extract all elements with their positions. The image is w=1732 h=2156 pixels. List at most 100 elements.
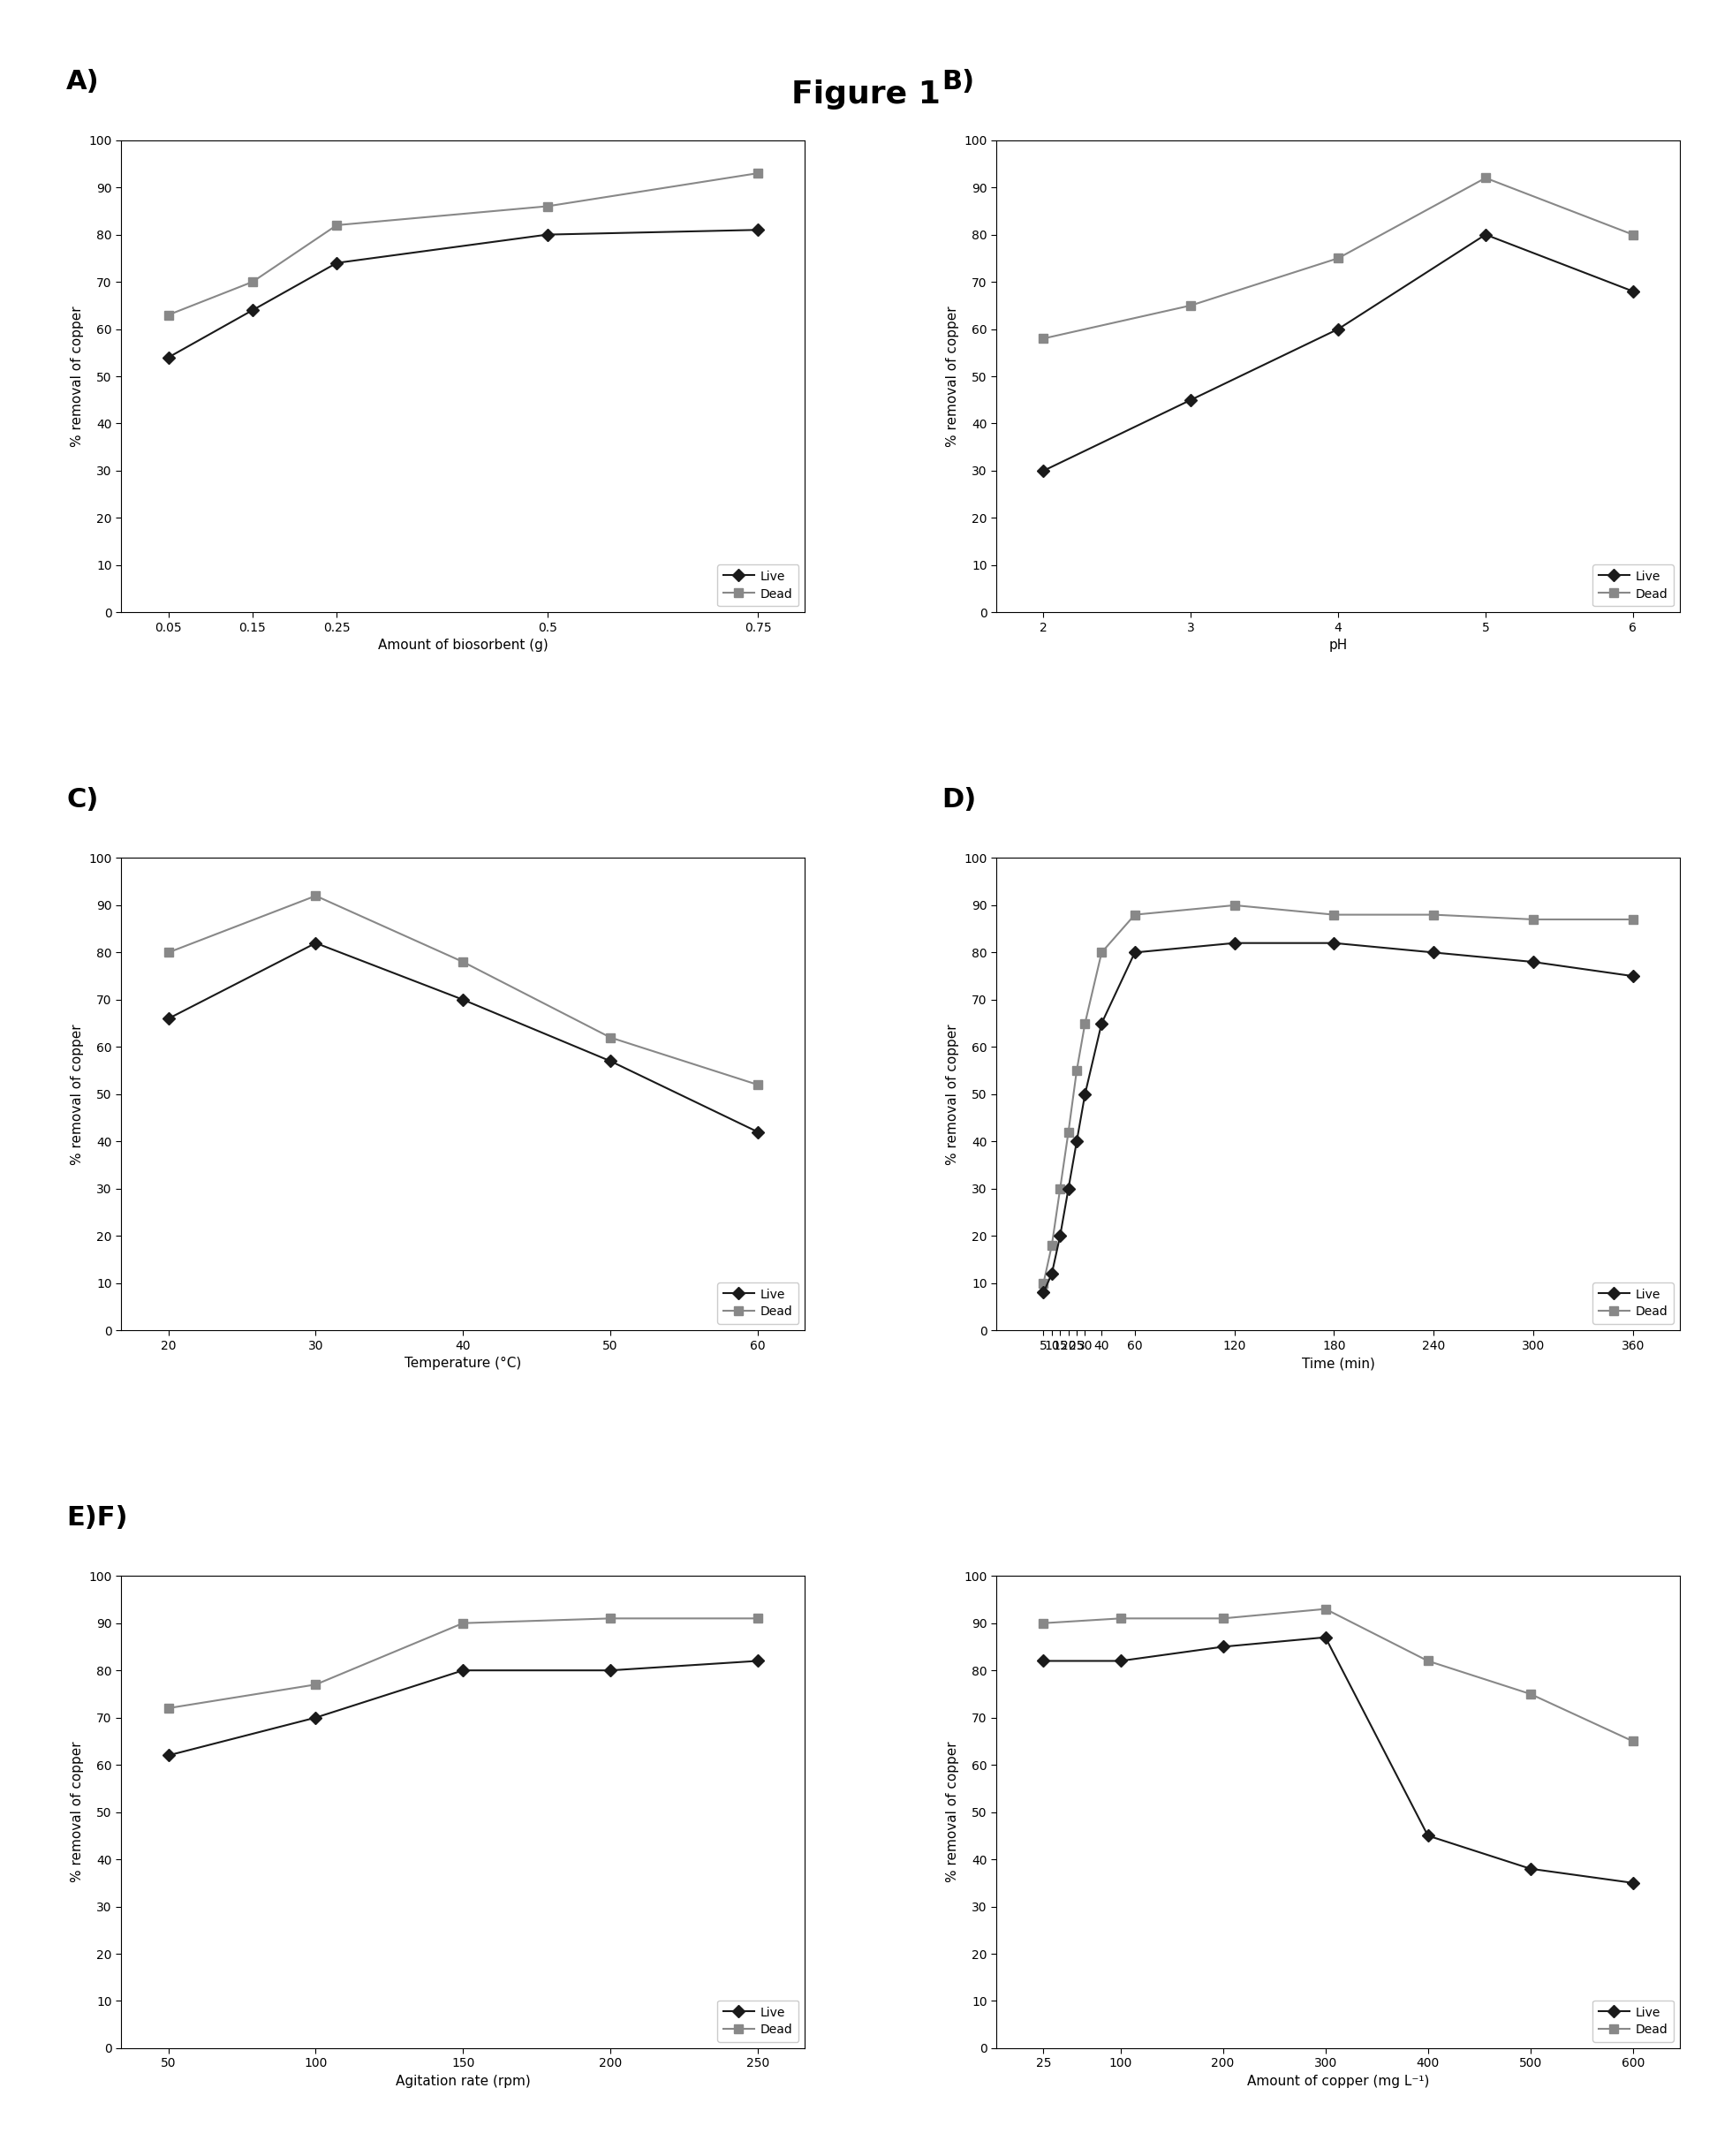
Dead [242, 270, 263, 295]
Dead [1124, 901, 1145, 927]
Live [1050, 1222, 1070, 1248]
Live [1522, 949, 1543, 975]
Dead [1032, 1270, 1053, 1296]
Dead [1522, 906, 1543, 931]
Live [1476, 222, 1496, 248]
Live [1074, 1082, 1095, 1108]
Live [537, 222, 558, 248]
Dead [1091, 940, 1112, 966]
X-axis label: pH: pH [1328, 638, 1347, 651]
Line: Live: Live [1039, 231, 1637, 474]
Live [1623, 964, 1644, 990]
Text: Figure 1: Figure 1 [792, 80, 940, 110]
Dead [748, 1072, 769, 1097]
Text: C): C) [66, 787, 99, 813]
Line: Dead: Dead [165, 1615, 762, 1712]
Legend: Live, Dead: Live, Dead [1592, 1283, 1673, 1324]
Live [1315, 1623, 1335, 1649]
Live [158, 1742, 178, 1768]
Live [1417, 1822, 1438, 1848]
Dead [599, 1024, 620, 1050]
Dead [1032, 326, 1053, 351]
Y-axis label: % removal of copper: % removal of copper [71, 1742, 83, 1882]
Legend: Live, Dead: Live, Dead [1592, 565, 1673, 606]
X-axis label: Amount of biosorbent (g): Amount of biosorbent (g) [378, 638, 549, 651]
Line: Live: Live [165, 1656, 762, 1759]
Dead [537, 194, 558, 220]
Dead [305, 882, 326, 908]
Dead [1041, 1233, 1062, 1259]
Live [1424, 940, 1444, 966]
Line: Live: Live [165, 226, 762, 362]
Live [452, 987, 473, 1013]
Live [1212, 1634, 1233, 1660]
Live [1521, 1856, 1541, 1882]
Dead [1315, 1595, 1335, 1621]
Live [1041, 1261, 1062, 1287]
Dead [1050, 1175, 1070, 1201]
Live [599, 1658, 620, 1684]
Live [452, 1658, 473, 1684]
Live [1623, 278, 1644, 304]
Line: Live: Live [1039, 938, 1637, 1296]
Dead [1623, 1729, 1644, 1755]
Dead [1032, 1611, 1053, 1636]
Dead [305, 1671, 326, 1697]
Y-axis label: % removal of copper: % removal of copper [946, 1742, 960, 1882]
Y-axis label: % removal of copper: % removal of copper [71, 1024, 83, 1164]
X-axis label: Time (min): Time (min) [1302, 1356, 1375, 1369]
Live [242, 298, 263, 323]
Dead [1058, 1119, 1079, 1145]
Live [1124, 940, 1145, 966]
Live [1323, 929, 1344, 955]
Text: A): A) [66, 69, 100, 95]
Y-axis label: % removal of copper: % removal of copper [71, 306, 83, 446]
Legend: Live, Dead: Live, Dead [1592, 2001, 1673, 2042]
Live [1181, 386, 1202, 412]
Line: Dead: Dead [1039, 1604, 1637, 1746]
X-axis label: Agitation rate (rpm): Agitation rate (rpm) [395, 2074, 530, 2087]
Live [158, 345, 178, 371]
Dead [1067, 1059, 1088, 1084]
Dead [1328, 246, 1349, 272]
Dead [1323, 901, 1344, 927]
Dead [1521, 1682, 1541, 1708]
Live [1110, 1647, 1131, 1673]
Live [1032, 1647, 1053, 1673]
Live [1328, 317, 1349, 343]
Live [748, 1647, 769, 1673]
Dead [452, 1611, 473, 1636]
Dead [158, 302, 178, 328]
Legend: Live, Dead: Live, Dead [717, 565, 798, 606]
Dead [1181, 293, 1202, 319]
Dead [158, 1695, 178, 1720]
Dead [326, 211, 346, 237]
Dead [599, 1606, 620, 1632]
Dead [1623, 222, 1644, 248]
Live [1058, 1175, 1079, 1201]
Dead [748, 160, 769, 185]
Text: E)F): E)F) [66, 1505, 128, 1531]
Line: Dead: Dead [165, 168, 762, 319]
Dead [1212, 1606, 1233, 1632]
Legend: Live, Dead: Live, Dead [717, 1283, 798, 1324]
Live [1091, 1011, 1112, 1037]
Dead [1476, 166, 1496, 192]
Dead [1424, 901, 1444, 927]
X-axis label: Temperature (°C): Temperature (°C) [405, 1356, 521, 1369]
Live [1623, 1869, 1644, 1895]
Dead [1623, 906, 1644, 931]
Line: Dead: Dead [165, 893, 762, 1089]
Line: Live: Live [165, 938, 762, 1136]
Live [326, 250, 346, 276]
Live [1032, 1281, 1053, 1307]
Legend: Live, Dead: Live, Dead [717, 2001, 798, 2042]
Live [748, 218, 769, 244]
Live [1032, 457, 1053, 483]
X-axis label: Amount of copper (mg L⁻¹): Amount of copper (mg L⁻¹) [1247, 2074, 1429, 2087]
Live [158, 1005, 178, 1031]
Text: D): D) [942, 787, 977, 813]
Line: Dead: Dead [1039, 175, 1637, 343]
Line: Dead: Dead [1039, 901, 1637, 1287]
Text: B): B) [942, 69, 975, 95]
